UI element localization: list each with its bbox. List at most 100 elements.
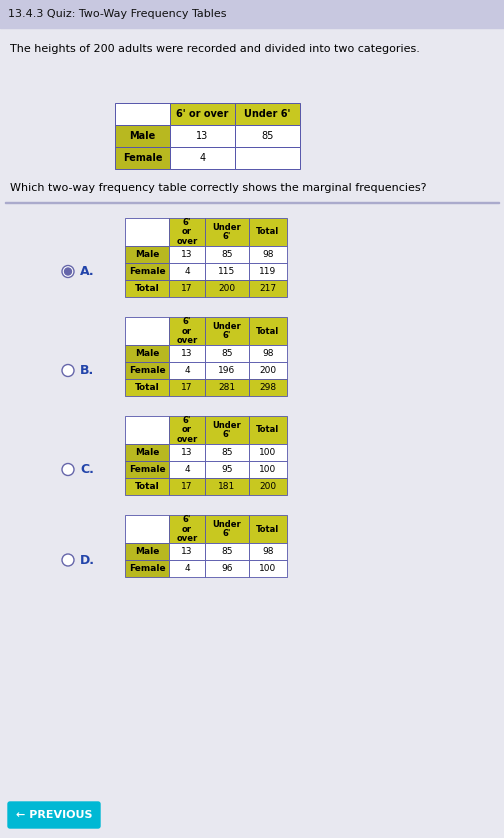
Text: Total: Total <box>257 525 280 534</box>
Bar <box>169 416 205 444</box>
Bar <box>169 280 205 297</box>
Bar <box>205 379 249 396</box>
Text: Under
6': Under 6' <box>213 322 241 340</box>
Bar <box>205 478 249 495</box>
Bar <box>169 218 205 246</box>
Bar <box>249 317 287 345</box>
Bar <box>169 461 205 478</box>
Text: 85: 85 <box>221 448 233 457</box>
Text: 200: 200 <box>260 482 277 491</box>
Bar <box>115 147 170 169</box>
Text: The heights of 200 adults were recorded and divided into two categories.: The heights of 200 adults were recorded … <box>10 44 420 54</box>
Bar <box>125 416 169 444</box>
Bar <box>249 416 287 444</box>
Text: Under
6': Under 6' <box>213 223 241 241</box>
Bar <box>249 280 287 297</box>
Bar <box>169 345 205 362</box>
Bar <box>205 543 249 560</box>
Text: 13: 13 <box>197 131 209 141</box>
Bar <box>169 444 205 461</box>
Text: 6' or over: 6' or over <box>176 109 229 119</box>
Text: Female: Female <box>123 153 162 163</box>
Bar <box>169 246 205 263</box>
Bar <box>205 280 249 297</box>
Text: A.: A. <box>80 265 95 278</box>
Text: Under 6': Under 6' <box>244 109 291 119</box>
Circle shape <box>65 268 72 275</box>
Bar <box>205 317 249 345</box>
Bar <box>169 515 205 543</box>
Bar <box>169 560 205 577</box>
Bar <box>125 379 169 396</box>
Text: 17: 17 <box>181 383 193 392</box>
Text: 85: 85 <box>221 547 233 556</box>
Text: 13.4.3 Quiz: Two-Way Frequency Tables: 13.4.3 Quiz: Two-Way Frequency Tables <box>8 9 226 19</box>
Bar <box>5 202 499 203</box>
Text: 4: 4 <box>200 153 206 163</box>
Text: 181: 181 <box>218 482 236 491</box>
Bar <box>235 103 300 125</box>
Text: 6'
or
over: 6' or over <box>176 515 198 543</box>
Text: 298: 298 <box>260 383 277 392</box>
Bar <box>125 246 169 263</box>
Text: Total: Total <box>257 426 280 434</box>
Bar <box>125 362 169 379</box>
Text: Total: Total <box>257 327 280 335</box>
Bar <box>205 560 249 577</box>
Bar <box>169 362 205 379</box>
Text: 13: 13 <box>181 547 193 556</box>
Bar <box>125 515 169 543</box>
Text: 119: 119 <box>260 267 277 276</box>
Bar <box>205 416 249 444</box>
Text: Total: Total <box>135 482 159 491</box>
Text: 98: 98 <box>262 349 274 358</box>
Bar <box>125 543 169 560</box>
Bar <box>205 444 249 461</box>
Text: 98: 98 <box>262 547 274 556</box>
Text: 17: 17 <box>181 284 193 293</box>
Bar <box>125 560 169 577</box>
Bar <box>125 461 169 478</box>
Bar <box>249 461 287 478</box>
Text: Total: Total <box>135 284 159 293</box>
Bar <box>249 246 287 263</box>
Bar <box>0 0 504 28</box>
Bar <box>169 379 205 396</box>
Text: 4: 4 <box>184 366 190 375</box>
Bar <box>235 147 300 169</box>
Circle shape <box>62 266 74 277</box>
Bar <box>125 280 169 297</box>
Bar <box>249 263 287 280</box>
Bar <box>249 379 287 396</box>
Text: Male: Male <box>135 349 159 358</box>
Text: 4: 4 <box>184 564 190 573</box>
Bar <box>249 543 287 560</box>
Bar <box>205 515 249 543</box>
Text: 17: 17 <box>181 482 193 491</box>
Text: Male: Male <box>135 547 159 556</box>
Text: Under
6': Under 6' <box>213 421 241 439</box>
Text: 4: 4 <box>184 267 190 276</box>
Text: 13: 13 <box>181 448 193 457</box>
Bar <box>170 147 235 169</box>
Bar <box>169 263 205 280</box>
Bar <box>249 560 287 577</box>
Bar <box>169 317 205 345</box>
Text: Female: Female <box>129 564 165 573</box>
Text: 13: 13 <box>181 250 193 259</box>
Text: 100: 100 <box>260 465 277 474</box>
Text: 196: 196 <box>218 366 236 375</box>
Text: 85: 85 <box>221 349 233 358</box>
Bar <box>205 218 249 246</box>
Text: 13: 13 <box>181 349 193 358</box>
Text: Female: Female <box>129 465 165 474</box>
Bar <box>125 444 169 461</box>
Bar <box>249 478 287 495</box>
Circle shape <box>62 365 74 376</box>
Text: 85: 85 <box>221 250 233 259</box>
Bar <box>170 103 235 125</box>
Bar <box>205 345 249 362</box>
Bar <box>249 362 287 379</box>
Bar <box>125 317 169 345</box>
Text: 6'
or
over: 6' or over <box>176 416 198 444</box>
